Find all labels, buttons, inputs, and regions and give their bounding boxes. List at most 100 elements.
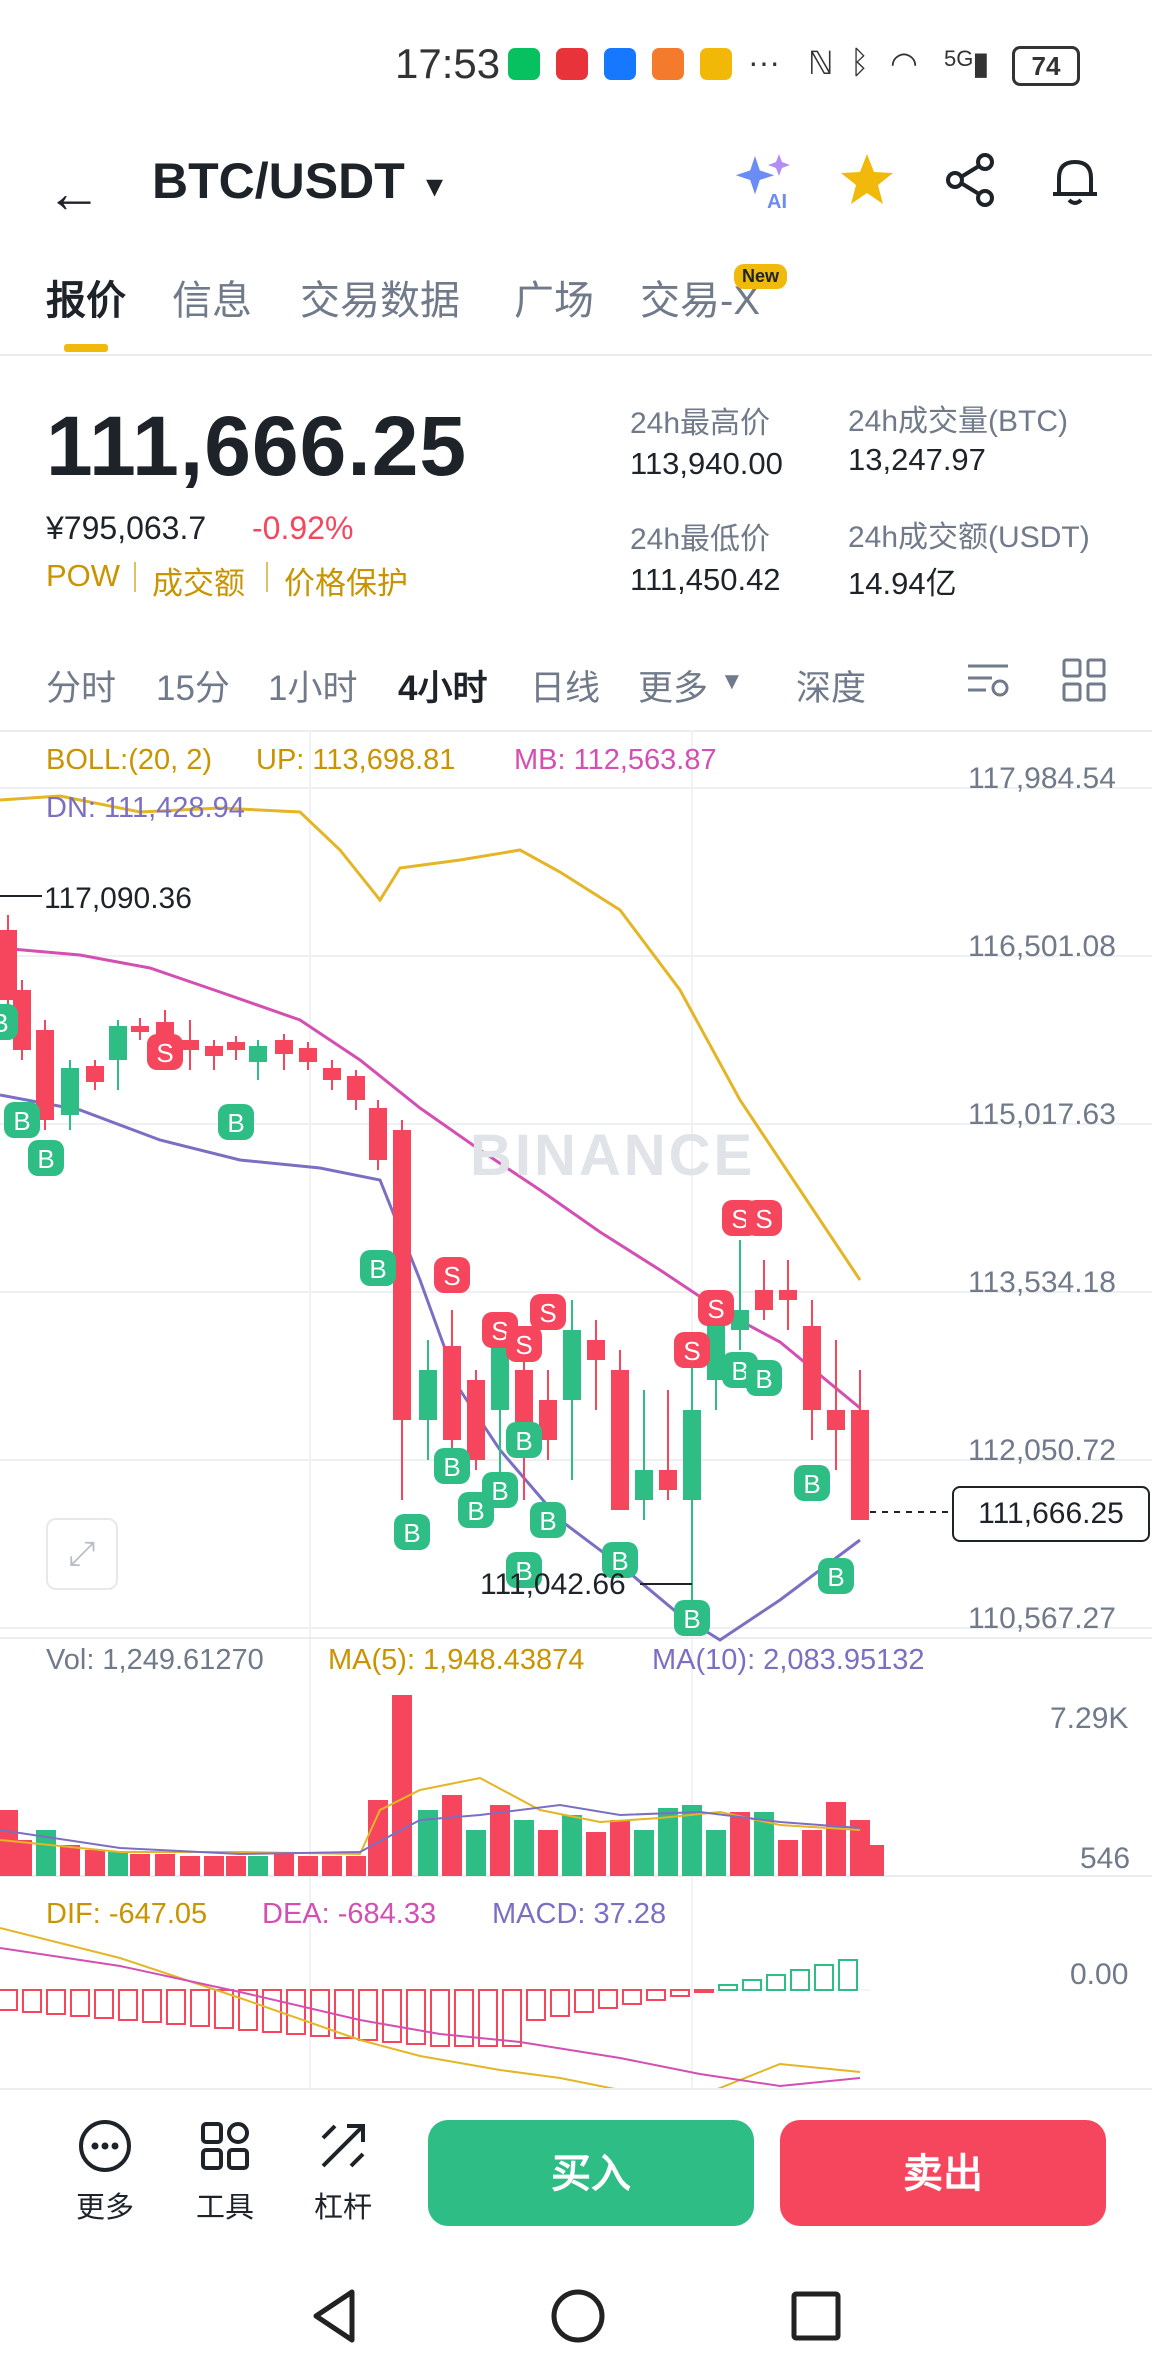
interval-1h[interactable]: 1小时: [268, 669, 358, 708]
ai-icon[interactable]: AI: [728, 150, 798, 220]
candle-body: [227, 1042, 245, 1050]
buy-marker: [506, 1422, 542, 1458]
volume-bar: [682, 1805, 702, 1876]
buy-marker: [794, 1465, 830, 1501]
sell-marker: [530, 1294, 566, 1330]
divider: [0, 354, 1152, 356]
binance-watermark: BINANCE: [470, 1123, 756, 1188]
volume-bar: [778, 1840, 798, 1876]
candle-body: [13, 990, 31, 1050]
buy-button[interactable]: 买入: [428, 2120, 754, 2226]
candle-body: [563, 1330, 581, 1400]
volume-bar: [322, 1856, 342, 1876]
volume-bar: [754, 1812, 774, 1876]
chevron-down-icon[interactable]: ▾: [426, 167, 444, 205]
macd-histogram-bar: [262, 1989, 282, 2033]
tab-trading-data[interactable]: 交易数据: [300, 279, 460, 323]
interval-1d[interactable]: 日线: [530, 669, 601, 708]
interval-timeline[interactable]: 分时: [46, 669, 117, 708]
tag-pow[interactable]: POW: [46, 558, 121, 593]
wechat-icon: [508, 48, 540, 80]
more-button[interactable]: 更多: [60, 2118, 150, 2226]
volume-bar: [274, 1854, 294, 1876]
interval-15m[interactable]: 15分: [156, 669, 230, 708]
volume-bar: [248, 1856, 268, 1876]
macd-histogram-bar: [550, 1989, 570, 2017]
price-axis-label: 113,534.18: [968, 1266, 1116, 1299]
macd-histogram-bar: [790, 1969, 810, 1991]
macd-histogram-bar: [22, 1989, 42, 2013]
candle-body: [0, 930, 17, 1000]
leverage-label: 杠杆: [313, 2192, 372, 2224]
leverage-button[interactable]: 杠杆: [298, 2118, 388, 2226]
macd-histogram-bar: [214, 1989, 234, 2029]
macd-histogram-bar: [670, 1989, 690, 1997]
back-nav-icon[interactable]: [306, 2286, 362, 2351]
buy-marker: [818, 1558, 854, 1594]
buy-marker: [0, 1004, 18, 1040]
volume-ma5: MA(5): 1,948.43874: [328, 1644, 585, 1676]
tab-square[interactable]: 广场: [514, 279, 594, 323]
macd-histogram-bar: [358, 1989, 378, 2041]
sell-marker-label: S: [156, 1038, 173, 1068]
volume-bar: [514, 1820, 534, 1876]
interval-more[interactable]: 更多: [638, 669, 709, 708]
macd-histogram-bar: [0, 1989, 18, 2011]
volume-bar: [392, 1695, 412, 1876]
buy-marker: [530, 1502, 566, 1538]
chart-settings-icon[interactable]: [964, 656, 1012, 709]
candle-body: [515, 1370, 533, 1430]
tag-separator: [266, 562, 268, 592]
bluetooth-icon: ᛒ: [850, 44, 870, 80]
buy-marker: [4, 1102, 40, 1138]
recents-nav-icon[interactable]: [790, 2290, 842, 2347]
tag-turnover[interactable]: 成交额: [152, 566, 245, 601]
buy-marker: [602, 1542, 638, 1578]
candle-body: [275, 1040, 293, 1054]
tab-info[interactable]: 信息: [172, 279, 252, 323]
sell-marker: [506, 1326, 542, 1362]
buy-marker-label: B: [731, 1356, 748, 1386]
home-nav-icon[interactable]: [548, 2286, 608, 2351]
candle-body: [323, 1068, 341, 1080]
buy-marker-label: B: [0, 1008, 9, 1038]
tag-price-protection[interactable]: 价格保护: [284, 566, 408, 601]
tab-quote[interactable]: 报价: [46, 279, 126, 323]
mail-icon: [700, 48, 732, 80]
sell-button[interactable]: 卖出: [780, 2120, 1106, 2226]
favorite-star-icon[interactable]: [832, 150, 902, 220]
expand-icon[interactable]: ⤢: [46, 1518, 118, 1590]
volume-usdt-value: 14.94亿: [848, 566, 957, 601]
macd-histogram-bar: [622, 1989, 642, 2005]
tools-button[interactable]: 工具: [180, 2118, 270, 2226]
volume-usdt-label: 24h成交额(USDT): [848, 521, 1090, 554]
volume-bar: [538, 1830, 558, 1876]
new-badge: New: [734, 264, 788, 289]
pair-selector[interactable]: BTC/USDT: [152, 153, 405, 209]
macd-histogram-bar: [526, 1989, 546, 2021]
macd-histogram-bar: [574, 1989, 594, 2013]
back-button[interactable]: ←: [46, 161, 102, 224]
sell-marker: [674, 1332, 710, 1368]
interval-4h[interactable]: 4小时: [398, 669, 488, 708]
battery-icon: 74: [1012, 46, 1080, 86]
volume-bar: [108, 1852, 128, 1876]
bell-icon[interactable]: [1040, 150, 1110, 220]
buy-marker-label: B: [515, 1556, 532, 1586]
candle-body: [443, 1346, 461, 1440]
interval-depth[interactable]: 深度: [796, 669, 867, 708]
macd-histogram-bar: [718, 1984, 738, 1991]
wifi-icon: ◠: [890, 45, 918, 81]
candle-body: [36, 1030, 54, 1120]
chevron-down-icon[interactable]: ▼: [720, 668, 744, 695]
candle-body: [851, 1410, 869, 1520]
macd-histogram-bar: [766, 1974, 786, 1991]
macd-histogram-bar: [46, 1989, 66, 2015]
grid-layout-icon[interactable]: [1060, 656, 1108, 709]
macd-histogram-bar: [502, 1989, 522, 2047]
share-icon[interactable]: [936, 150, 1006, 220]
macd-dea: DEA: -684.33: [262, 1898, 437, 1930]
buy-marker-label: B: [467, 1496, 484, 1526]
candle-body: [779, 1290, 797, 1300]
